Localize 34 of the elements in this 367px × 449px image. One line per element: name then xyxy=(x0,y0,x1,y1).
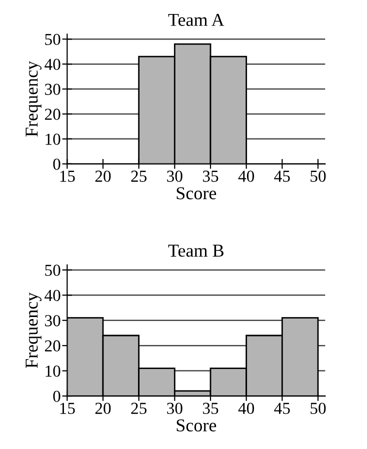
x-tick-label: 45 xyxy=(274,402,290,414)
y-tick-label: 20 xyxy=(44,340,60,352)
x-tick-label: 25 xyxy=(131,402,147,414)
x-tick-label: 20 xyxy=(95,402,111,414)
chart-title: Team B xyxy=(168,244,224,257)
y-tick-label: 30 xyxy=(45,315,60,326)
x-tick-label: 50 xyxy=(310,170,326,182)
chart-title: Team A xyxy=(168,14,224,26)
x-tick-label: 45 xyxy=(274,170,290,182)
y-tick-label: 40 xyxy=(44,58,60,70)
x-tick-label: 35 xyxy=(202,402,218,414)
y-axis-title: Frequency xyxy=(26,60,42,137)
y-tick-label: 0 xyxy=(53,390,60,402)
y-tick-label: 50 xyxy=(45,34,60,46)
x-tick-label: 35 xyxy=(202,170,218,182)
x-tick-label: 15 xyxy=(60,170,75,182)
y-tick-label: 0 xyxy=(53,158,60,170)
x-tick-label: 40 xyxy=(238,402,254,414)
x-tick-label: 20 xyxy=(95,170,111,182)
x-axis-title: Score xyxy=(176,187,216,200)
x-tick-label: 30 xyxy=(167,170,182,182)
y-tick-label: 30 xyxy=(45,84,60,95)
y-tick-label: 10 xyxy=(46,134,60,145)
x-tick-label: 15 xyxy=(60,402,75,414)
y-tick-label: 40 xyxy=(44,290,60,302)
x-tick-label: 40 xyxy=(238,170,254,182)
x-tick-label: 50 xyxy=(310,402,326,414)
y-tick-label: 10 xyxy=(46,366,60,377)
x-axis-title: Score xyxy=(176,419,216,432)
y-tick-label: 50 xyxy=(45,264,60,276)
y-axis-title: Frequency xyxy=(26,292,42,368)
y-tick-label: 20 xyxy=(44,108,60,120)
x-tick-label: 30 xyxy=(167,402,182,414)
x-tick-label: 25 xyxy=(131,170,147,182)
